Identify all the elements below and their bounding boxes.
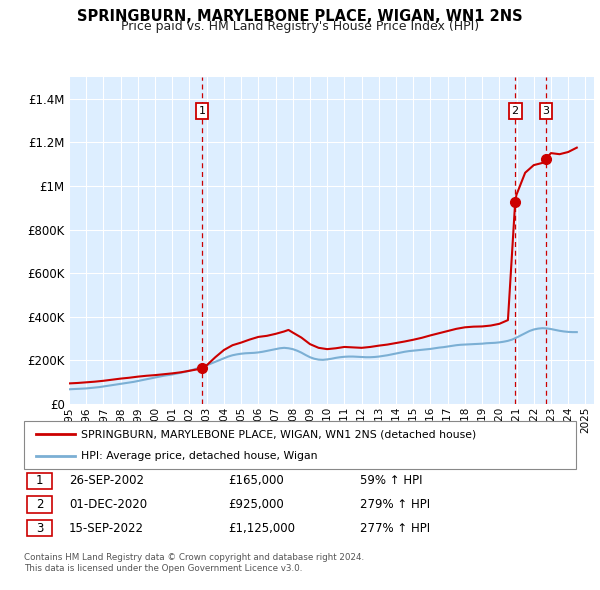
Text: 1: 1: [199, 106, 206, 116]
Text: 3: 3: [36, 522, 43, 535]
Text: 277% ↑ HPI: 277% ↑ HPI: [360, 522, 430, 535]
Text: 3: 3: [542, 106, 550, 116]
Text: Contains HM Land Registry data © Crown copyright and database right 2024.
This d: Contains HM Land Registry data © Crown c…: [24, 553, 364, 573]
Text: HPI: Average price, detached house, Wigan: HPI: Average price, detached house, Wiga…: [81, 451, 317, 461]
Text: 01-DEC-2020: 01-DEC-2020: [69, 498, 147, 511]
Text: 59% ↑ HPI: 59% ↑ HPI: [360, 474, 422, 487]
Text: 279% ↑ HPI: 279% ↑ HPI: [360, 498, 430, 511]
Text: 15-SEP-2022: 15-SEP-2022: [69, 522, 144, 535]
Text: SPRINGBURN, MARYLEBONE PLACE, WIGAN, WN1 2NS: SPRINGBURN, MARYLEBONE PLACE, WIGAN, WN1…: [77, 9, 523, 24]
Text: 2: 2: [512, 106, 519, 116]
Text: £1,125,000: £1,125,000: [228, 522, 295, 535]
Text: 26-SEP-2002: 26-SEP-2002: [69, 474, 144, 487]
Text: SPRINGBURN, MARYLEBONE PLACE, WIGAN, WN1 2NS (detached house): SPRINGBURN, MARYLEBONE PLACE, WIGAN, WN1…: [81, 429, 476, 439]
Text: £925,000: £925,000: [228, 498, 284, 511]
Text: £165,000: £165,000: [228, 474, 284, 487]
Text: 1: 1: [36, 474, 43, 487]
Text: Price paid vs. HM Land Registry's House Price Index (HPI): Price paid vs. HM Land Registry's House …: [121, 20, 479, 33]
Text: 2: 2: [36, 498, 43, 511]
